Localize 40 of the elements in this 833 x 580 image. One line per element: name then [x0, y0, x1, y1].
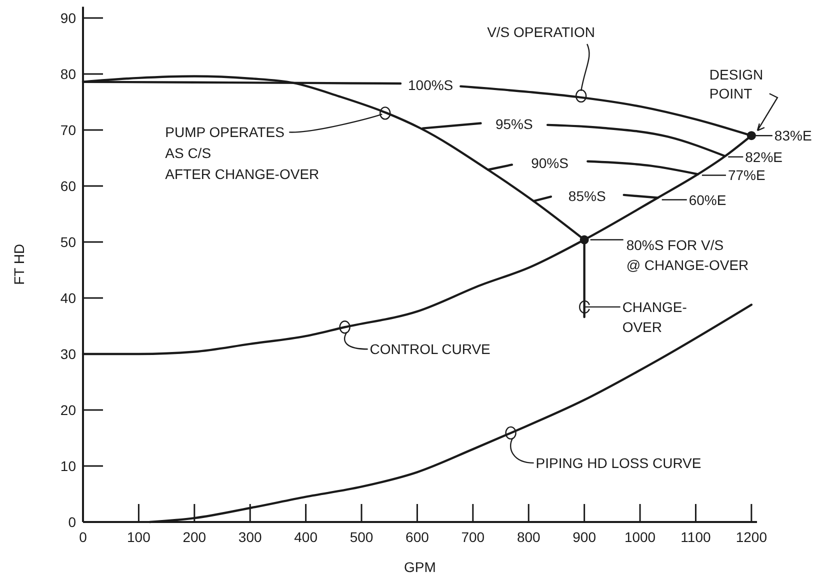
- x-tick-label: 800: [516, 529, 541, 545]
- annotation: DESIGN POINT: [709, 66, 764, 102]
- x-tick-label: 100: [127, 529, 151, 545]
- y-tick-label: 40: [60, 290, 76, 306]
- x-tick-label: 700: [461, 529, 485, 545]
- annotation: 83%E: [774, 128, 812, 144]
- series-label: 95%S: [495, 116, 533, 132]
- annotation: 60%E: [688, 192, 726, 208]
- x-tick-label: 900: [572, 529, 596, 545]
- series-label: 100%S: [408, 76, 454, 93]
- x-tick-label: 1100: [680, 529, 711, 545]
- x-tick-label: 300: [238, 529, 262, 545]
- annotation: V/S OPERATION: [487, 24, 595, 40]
- x-tick-label: 400: [294, 529, 318, 545]
- y-tick-label: 70: [60, 122, 76, 138]
- annotation: PUMP OPERATES AS C/S AFTER CHANGE-OVER: [165, 124, 320, 182]
- x-tick-label: 600: [406, 529, 430, 545]
- y-tick-label: 80: [60, 66, 76, 82]
- y-tick-label: 20: [60, 402, 76, 418]
- y-tick-label: 30: [60, 346, 76, 362]
- annotation: 82%E: [745, 148, 782, 165]
- x-tick-label: 1000: [624, 529, 656, 545]
- annotation: CONTROL CURVE: [370, 341, 490, 358]
- series-label: 90%S: [531, 155, 568, 172]
- y-tick-label: 10: [60, 458, 76, 474]
- x-tick-label: 1200: [736, 529, 768, 545]
- x-tick-label: 0: [79, 529, 88, 545]
- annotation: 80%S FOR V/S @ CHANGE-OVER: [626, 236, 749, 273]
- x-tick-label: 200: [182, 529, 206, 545]
- x-tick-label: 500: [350, 529, 374, 545]
- y-tick-label: 90: [60, 10, 76, 26]
- annotation: CHANGE- OVER: [622, 298, 688, 335]
- y-tick-label: 0: [68, 514, 76, 530]
- y-axis-title: FT HD: [11, 244, 27, 285]
- y-tick-label: 60: [60, 178, 76, 194]
- annotation: 77%E: [728, 167, 766, 184]
- series-label: 85%S: [568, 188, 606, 204]
- y-tick-label: 50: [60, 234, 76, 250]
- annotation: PIPING HD LOSS CURVE: [536, 454, 702, 471]
- x-axis-title: GPM: [404, 559, 436, 575]
